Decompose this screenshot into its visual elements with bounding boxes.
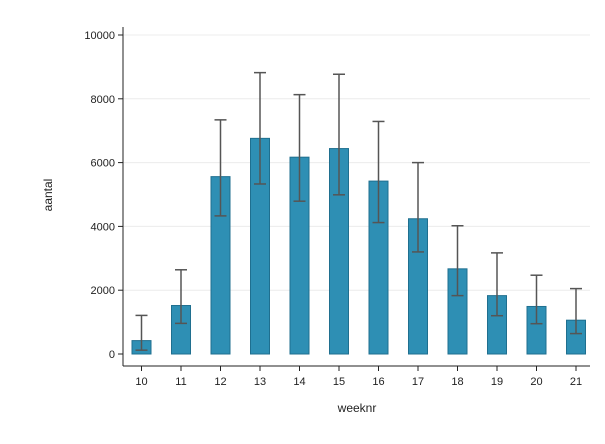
y-tick-label: 6000 bbox=[91, 158, 115, 170]
error-bar bbox=[451, 225, 464, 297]
error-bar bbox=[530, 274, 543, 325]
x-tick-label: 15 bbox=[333, 376, 345, 388]
gridlines bbox=[123, 34, 590, 291]
y-axis: 0 2000 4000 6000 8000 10000 bbox=[84, 27, 124, 366]
error-bar bbox=[293, 93, 306, 202]
error-bar bbox=[333, 73, 345, 196]
error-bar bbox=[570, 287, 582, 335]
y-axis-title: aantal bbox=[41, 179, 55, 212]
error-bar bbox=[175, 269, 187, 325]
x-tick-label: 20 bbox=[530, 376, 542, 388]
x-tick-label: 12 bbox=[214, 376, 226, 388]
x-tick-label: 19 bbox=[491, 376, 503, 388]
x-tick-label: 16 bbox=[372, 376, 384, 388]
bars-group bbox=[131, 137, 586, 355]
x-tick-label: 11 bbox=[175, 376, 186, 388]
x-tick-label: 18 bbox=[451, 376, 463, 388]
error-bars-group bbox=[135, 71, 582, 351]
error-bar bbox=[372, 120, 385, 224]
x-axis-title: weeknr bbox=[337, 401, 377, 415]
x-axis: 10 11 12 13 14 15 16 17 18 19 20 21 bbox=[123, 365, 590, 388]
y-tick-label: 8000 bbox=[91, 94, 115, 106]
x-tick-label: 13 bbox=[254, 376, 266, 388]
error-bar bbox=[214, 119, 227, 217]
x-tick-label: 21 bbox=[570, 376, 582, 388]
y-tick-label: 2000 bbox=[91, 285, 115, 297]
y-tick-label: 10000 bbox=[84, 30, 115, 42]
error-bar bbox=[491, 252, 503, 317]
error-bar bbox=[412, 161, 424, 253]
x-tick-label: 14 bbox=[293, 376, 305, 388]
error-bar bbox=[254, 71, 266, 185]
error-bar bbox=[135, 314, 148, 351]
y-tick-label: 0 bbox=[109, 349, 115, 361]
x-tick-label: 17 bbox=[412, 376, 424, 388]
y-tick-label: 4000 bbox=[91, 221, 115, 233]
x-tick-label: 10 bbox=[135, 376, 147, 388]
